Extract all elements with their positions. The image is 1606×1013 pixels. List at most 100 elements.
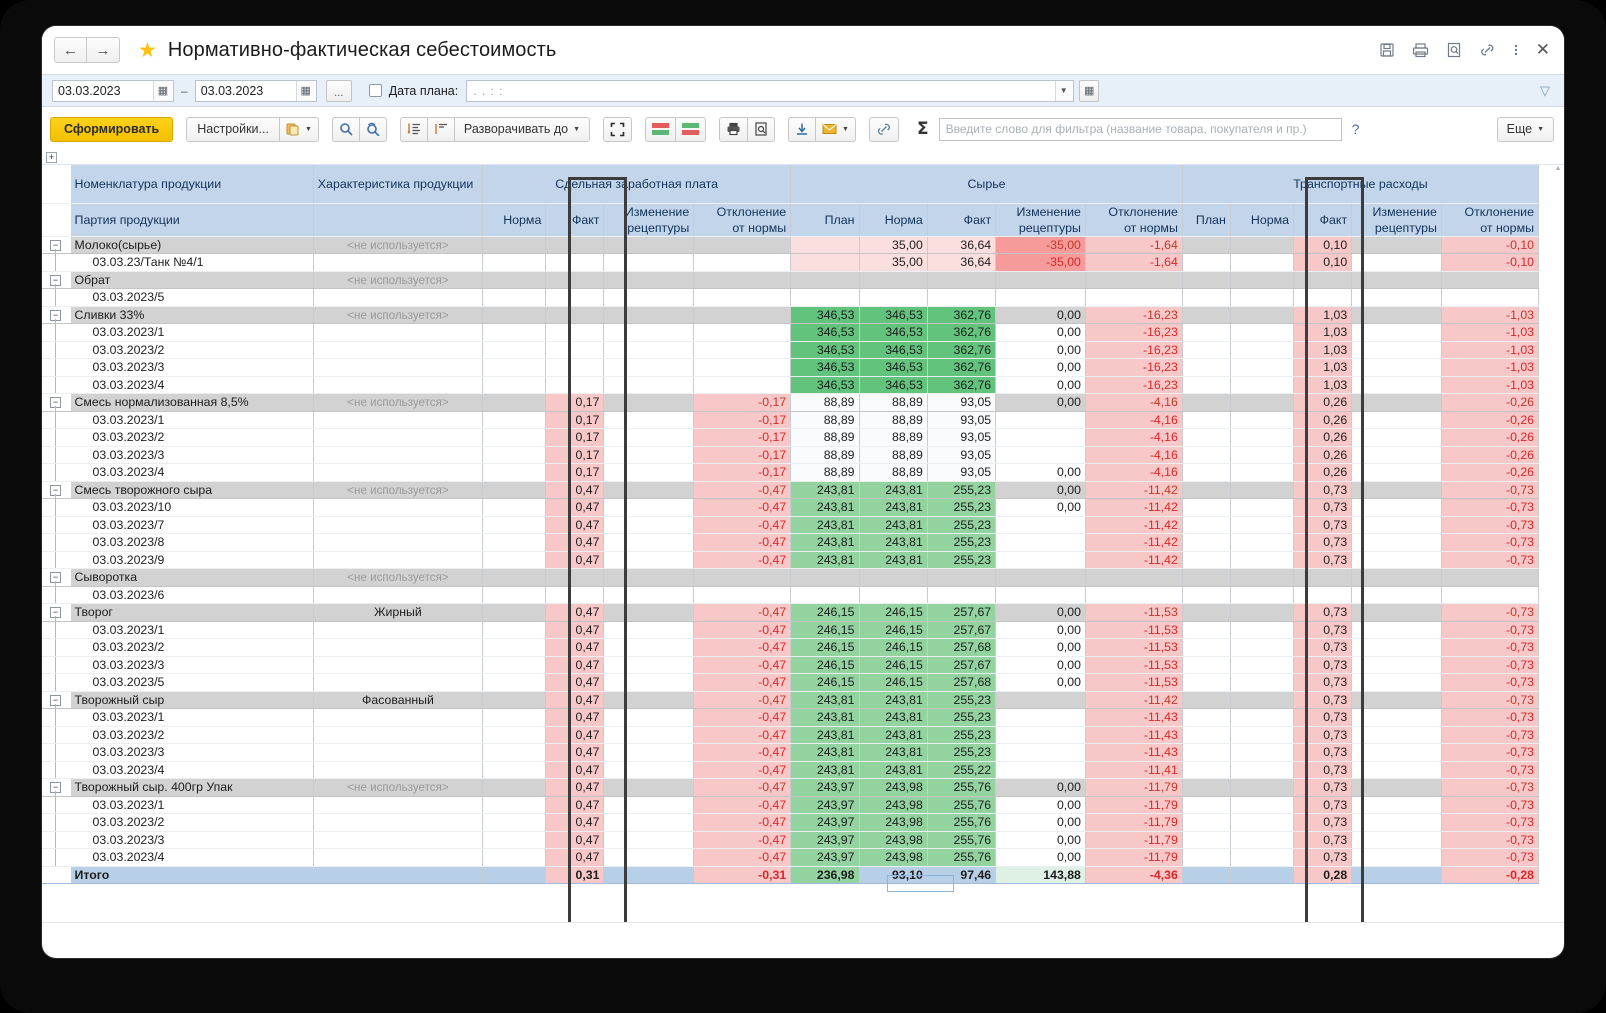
cell-raw-deviation[interactable]: -11,53 [1085,656,1183,674]
cell-transport-plan[interactable] [1182,848,1231,867]
cell-raw-fact[interactable]: 255,22 [927,761,997,779]
cell-raw-change[interactable] [995,568,1086,587]
cell-transport-norma[interactable] [1230,796,1295,814]
cell-raw-plan[interactable] [790,568,860,587]
cell-raw-norma[interactable]: 88,89 [859,411,928,429]
cell-wages-norma[interactable] [482,603,547,622]
cell-raw-plan[interactable]: 243,81 [790,516,860,534]
cell-wages-norma[interactable] [482,533,547,552]
cell-wages-norma[interactable] [482,341,547,359]
cell-wages-deviation[interactable] [693,358,792,377]
cell-transport-fact[interactable]: 0,73 [1293,761,1353,779]
cell-transport-change[interactable] [1351,691,1442,709]
cell-wages-deviation[interactable]: -0,47 [693,551,792,569]
cell-transport-deviation[interactable]: -0,73 [1441,761,1540,779]
cell-raw-change[interactable] [995,271,1086,289]
cell-raw-change[interactable]: 0,00 [995,463,1086,482]
settings-button[interactable]: Настройки... [186,116,280,142]
cell-transport-fact[interactable]: 0,26 [1293,428,1353,447]
expand-to-button[interactable]: Разворачивать до ▼ [454,116,591,142]
cell-raw-deviation[interactable]: -11,53 [1085,621,1183,639]
table-row[interactable]: 03.03.2023/10 0,47 -0,47 243,81 243,81 255,23… [42,498,1540,517]
cell-transport-change[interactable] [1351,656,1442,674]
cell-transport-norma[interactable] [1230,253,1295,272]
cell-raw-norma[interactable]: 88,89 [859,428,928,447]
cell-raw-plan[interactable] [790,288,860,307]
cell-wages-change[interactable] [603,306,695,324]
cell-raw-change[interactable] [995,708,1086,727]
cell-raw-fact[interactable]: 255,76 [927,848,997,867]
cell-raw-norma[interactable] [859,586,928,604]
cell-raw-change[interactable] [995,726,1086,744]
cell-transport-change[interactable] [1351,621,1442,639]
cell-raw-deviation[interactable]: -4,16 [1085,393,1183,412]
cell-wages-deviation[interactable]: -0,47 [693,656,792,674]
cell-transport-fact[interactable]: 0,28 [1293,866,1353,884]
cell-raw-plan[interactable] [790,236,860,254]
cell-raw-plan[interactable]: 243,81 [790,743,860,762]
cell-transport-deviation[interactable]: -0,73 [1441,603,1540,622]
table-row[interactable]: 03.03.2023/2 0,47 -0,47 243,81 243,81 255,23-… [42,726,1540,744]
cell-wages-fact[interactable]: 0,17 [545,446,605,464]
cell-transport-fact[interactable]: 1,03 [1293,341,1353,359]
cell-raw-deviation[interactable]: -4,16 [1085,411,1183,429]
cell-transport-change[interactable] [1351,743,1442,762]
cell-raw-deviation[interactable]: -16,23 [1085,323,1183,342]
cell-raw-fact[interactable]: 257,67 [927,603,997,622]
cell-transport-change[interactable] [1351,323,1442,342]
table-row[interactable]: 03.03.2023/2 0,47 -0,47 243,97 243,98 255,76 0… [42,813,1540,832]
cell-raw-plan[interactable]: 243,81 [790,761,860,779]
cell-raw-deviation[interactable]: -11,53 [1085,673,1183,692]
cell-raw-plan[interactable]: 88,89 [790,463,860,482]
cell-raw-change[interactable] [995,551,1086,569]
cell-transport-fact[interactable]: 0,73 [1293,726,1353,744]
cell-raw-norma[interactable]: 35,00 [859,236,928,254]
cell-wages-fact[interactable]: 0,31 [545,866,605,884]
plan-date-checkbox[interactable] [368,84,382,97]
cell-transport-plan[interactable] [1182,726,1231,744]
cell-raw-norma[interactable]: 243,98 [859,848,928,867]
cell-transport-norma[interactable] [1230,761,1295,779]
column-header-raw-norma[interactable]: Норма [859,203,928,237]
cell-raw-norma[interactable]: 243,81 [859,498,928,517]
cell-transport-plan[interactable] [1182,621,1231,639]
table-row[interactable]: 03.03.2023/9 0,47 -0,47 243,81 243,81 255,23-… [42,551,1540,569]
column-header-wages-change[interactable]: Изменение рецептуры [603,203,695,237]
cell-transport-fact[interactable]: 0,73 [1293,656,1353,674]
cell-raw-fact[interactable]: 255,23 [927,481,997,499]
cell-wages-fact[interactable] [545,358,605,377]
cell-wages-fact[interactable] [545,236,605,254]
cell-transport-norma[interactable] [1230,726,1295,744]
cell-wages-fact[interactable]: 0,17 [545,411,605,429]
cell-transport-fact[interactable]: 0,26 [1293,463,1353,482]
cell-transport-fact[interactable]: 0,73 [1293,498,1353,517]
cell-transport-change[interactable] [1351,551,1442,569]
cell-transport-deviation[interactable]: -0,73 [1441,726,1540,744]
cell-wages-deviation[interactable]: -0,17 [693,393,792,412]
cell-transport-fact[interactable]: 0,10 [1293,236,1353,254]
cell-raw-deviation[interactable]: -11,79 [1085,848,1183,867]
cell-transport-norma[interactable] [1230,778,1295,797]
table-row[interactable]: 03.03.2023/7 0,47 -0,47 243,81 243,81 255,23-… [42,516,1540,534]
cell-raw-norma[interactable]: 93,10 [859,866,928,884]
cell-raw-norma[interactable]: 243,81 [859,691,928,709]
scroll-up-icon[interactable]: ▲ [1554,165,1562,172]
cell-transport-norma[interactable] [1230,358,1295,377]
cell-wages-norma[interactable] [482,761,547,779]
calendar-icon[interactable]: ▦ [153,80,172,101]
cell-transport-change[interactable] [1351,586,1442,604]
group-row[interactable]: − Сыворотка <не используется> [42,568,1540,587]
cell-raw-deviation[interactable]: -16,23 [1085,341,1183,359]
cell-transport-change[interactable] [1351,533,1442,552]
cell-transport-deviation[interactable]: -0,73 [1441,848,1540,867]
cell-raw-norma[interactable]: 346,53 [859,306,928,324]
cell-raw-plan[interactable]: 246,15 [790,673,860,692]
cell-raw-plan[interactable]: 88,89 [790,446,860,464]
cell-transport-fact[interactable]: 0,73 [1293,481,1353,499]
cell-raw-change[interactable]: 0,00 [995,603,1086,622]
cell-transport-deviation[interactable]: -0,73 [1441,691,1540,709]
cell-transport-fact[interactable]: 0,73 [1293,551,1353,569]
cell-transport-deviation[interactable]: -1,03 [1441,358,1540,377]
cell-transport-norma[interactable] [1230,848,1295,867]
cell-wages-norma[interactable] [482,586,547,604]
